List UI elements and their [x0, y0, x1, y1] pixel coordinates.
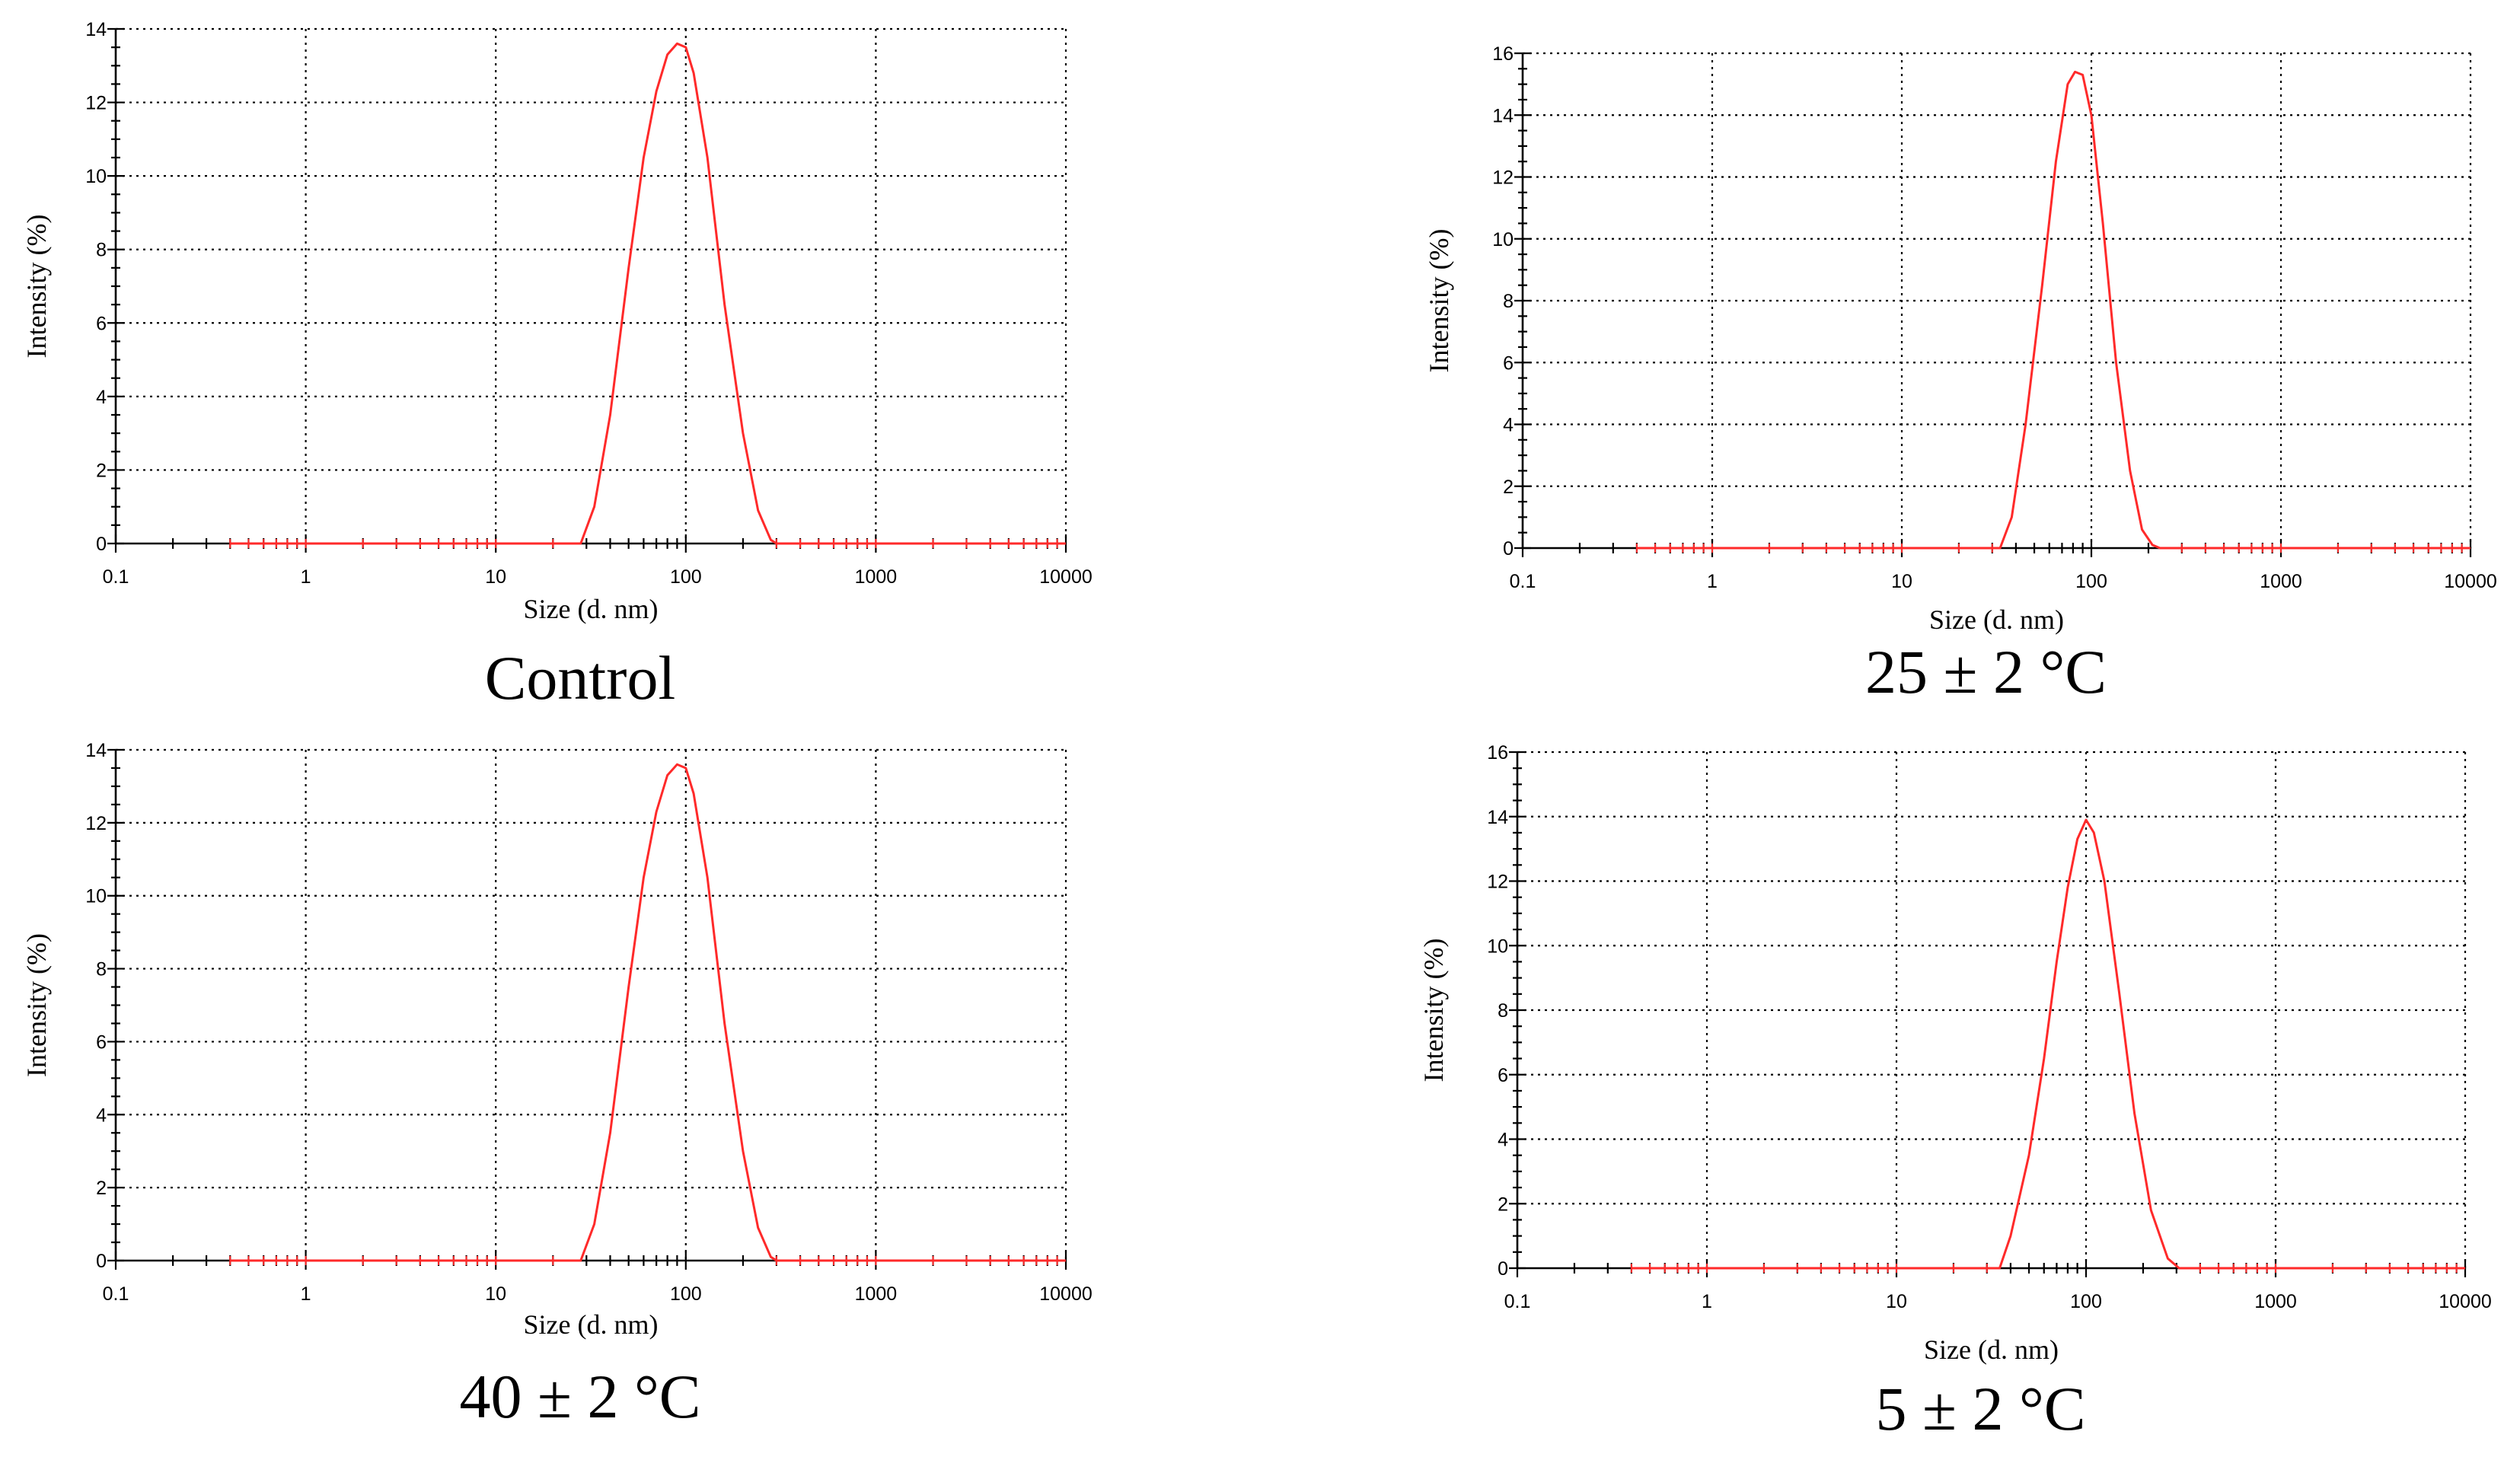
y-tick-label: 0 — [1503, 538, 1514, 559]
x-tick-label: 10 — [1886, 1291, 1907, 1312]
y-tick-label: 2 — [1503, 477, 1514, 498]
y-tick-marks — [107, 27, 124, 545]
panel-caption: 40 ± 2 °C — [460, 1362, 701, 1431]
x-axis-title: Size (d. nm) — [1924, 1334, 2059, 1365]
y-tick-label: 6 — [96, 313, 107, 334]
y-tick-label: 10 — [85, 166, 107, 187]
intensity-series-line — [230, 42, 1066, 545]
intensity-series-line — [1631, 818, 2465, 1270]
y-tick-label: 12 — [1492, 167, 1514, 189]
y-tick-label: 10 — [1492, 229, 1514, 250]
chart-panel-3: 0.1 1 10 100 1000 10000 0 2 4 6 8 10 12 14 Size (d. nm… — [21, 740, 1093, 1431]
y-tick-label: 12 — [85, 93, 107, 114]
baseline-markers — [229, 539, 1058, 548]
panel-caption: Control — [485, 643, 676, 712]
x-tick-label: 100 — [2070, 1291, 2102, 1312]
gridlines — [1523, 52, 2472, 548]
x-tick-label: 1000 — [2254, 1291, 2297, 1312]
intensity-series-line — [230, 763, 1066, 1262]
y-tick-label: 12 — [85, 813, 107, 834]
x-tick-label: 1 — [1702, 1291, 1712, 1312]
y-tick-label: 0 — [96, 1251, 107, 1272]
y-tick-label: 16 — [1492, 43, 1514, 65]
y-tick-label: 2 — [96, 460, 107, 481]
y-tick-marks — [1509, 751, 1526, 1270]
x-tick-label: 1000 — [855, 566, 898, 588]
x-tick-label: 0.1 — [103, 1283, 129, 1305]
y-tick-label: 16 — [1487, 742, 1508, 764]
y-tick-label: 14 — [1487, 807, 1508, 828]
y-tick-label: 6 — [96, 1031, 107, 1053]
y-tick-label: 2 — [96, 1178, 107, 1199]
y-tick-label: 8 — [96, 959, 107, 980]
x-tick-label: 10000 — [1039, 1283, 1093, 1305]
x-tick-label: 10 — [1891, 571, 1912, 592]
y-tick-label: 4 — [1498, 1130, 1508, 1151]
gridlines — [1517, 751, 2467, 1268]
intensity-series-line — [1636, 70, 2471, 550]
x-tick-label: 100 — [670, 1283, 702, 1305]
x-axis-title: Size (d. nm) — [524, 594, 659, 624]
x-tick-label: 1000 — [855, 1283, 898, 1305]
gridlines — [116, 748, 1067, 1261]
x-tick-label: 1000 — [2260, 571, 2302, 592]
y-tick-label: 6 — [1498, 1065, 1508, 1086]
y-tick-label: 4 — [96, 387, 107, 408]
y-tick-label: 4 — [96, 1105, 107, 1126]
y-axis-title: Intensity (%) — [1418, 939, 1449, 1082]
chart-panel-2: 0.1 1 10 100 1000 10000 0 2 4 6 8 10 12 14 16 Size (d. … — [1424, 43, 2497, 706]
x-tick-label: 1 — [301, 566, 311, 588]
x-tick-label: 10000 — [2439, 1291, 2492, 1312]
y-tick-label: 12 — [1487, 872, 1508, 893]
x-tick-label: 0.1 — [1504, 1291, 1531, 1312]
baseline-markers — [1630, 1264, 2458, 1273]
x-tick-label: 0.1 — [103, 566, 129, 588]
panel-caption: 25 ± 2 °C — [1865, 637, 2107, 706]
y-tick-label: 10 — [1487, 936, 1508, 957]
y-tick-label: 14 — [85, 740, 107, 761]
x-tick-label: 10000 — [1039, 566, 1093, 588]
x-axis-title: Size (d. nm) — [524, 1309, 659, 1340]
baseline-markers — [1635, 544, 2463, 553]
y-axis-title: Intensity (%) — [21, 215, 52, 359]
baseline-markers — [229, 1256, 1058, 1265]
y-tick-label: 14 — [85, 19, 107, 40]
gridlines — [116, 27, 1067, 544]
x-axis-title: Size (d. nm) — [1929, 604, 2064, 635]
y-axis-title: Intensity (%) — [21, 933, 52, 1077]
y-tick-marks — [107, 748, 124, 1262]
chart-panel-1: 0.1 1 10 100 1000 10000 0 2 4 6 8 10 12 14 Size (d. nm… — [21, 19, 1093, 712]
y-tick-label: 0 — [1498, 1258, 1508, 1280]
x-tick-label: 100 — [2075, 571, 2107, 592]
x-tick-label: 10 — [485, 566, 506, 588]
y-tick-marks — [1514, 52, 1531, 550]
y-tick-label: 14 — [1492, 105, 1514, 126]
y-tick-label: 8 — [1503, 291, 1514, 312]
x-tick-label: 10 — [485, 1283, 506, 1305]
y-tick-label: 2 — [1498, 1194, 1508, 1215]
y-tick-label: 8 — [96, 240, 107, 261]
panel-caption: 5 ± 2 °C — [1876, 1374, 2086, 1443]
x-tick-label: 100 — [670, 566, 702, 588]
y-tick-label: 10 — [85, 886, 107, 907]
y-tick-label: 4 — [1503, 415, 1514, 436]
y-tick-label: 0 — [96, 534, 107, 555]
y-axis-title: Intensity (%) — [1424, 229, 1454, 373]
y-tick-label: 8 — [1498, 1000, 1508, 1022]
x-tick-label: 10000 — [2444, 571, 2497, 592]
chart-panel-4: 0.1 1 10 100 1000 10000 0 2 4 6 8 10 12 14 16 Size (d. … — [1418, 742, 2492, 1443]
x-tick-label: 1 — [1707, 571, 1718, 592]
x-tick-label: 1 — [301, 1283, 311, 1305]
y-tick-label: 6 — [1503, 352, 1514, 374]
x-tick-label: 0.1 — [1510, 571, 1536, 592]
